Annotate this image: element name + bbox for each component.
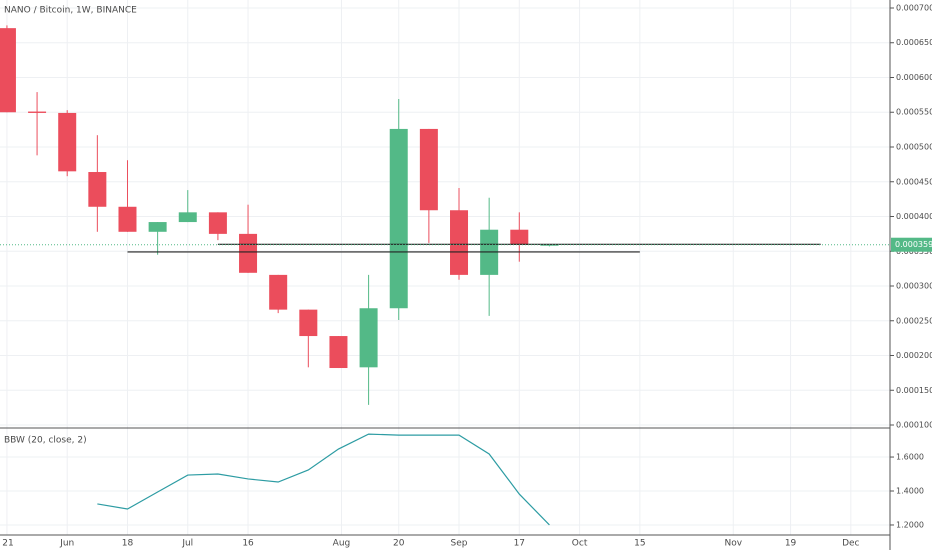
price-label-box [891,237,932,252]
x-tick-label: Dec [842,539,859,549]
x-tick-label: Aug [333,539,351,549]
candle-body [88,172,107,207]
x-tick-label: Oct [572,539,588,549]
indicator-title: BBW (20, close, 2) [4,436,87,446]
candle-body [419,128,438,211]
candle-body [178,212,197,223]
candle-body [148,222,167,232]
x-tick-label: Sep [451,539,468,549]
candle-body [269,274,288,310]
x-tick-label: 15 [634,539,645,549]
bbw-line [97,433,550,526]
candle-body [299,309,318,337]
candle-body [329,336,348,369]
candle-body [389,128,408,309]
x-tick-label: Nov [724,539,742,549]
x-tick-label: 19 [785,539,797,549]
candle-body [510,229,529,245]
x-tick-label: Jun [59,539,74,549]
candle-body [450,210,469,275]
candle-body [28,111,47,113]
chart-title: NANO / Bitcoin, 1W, BINANCE [4,6,137,16]
candle-body [239,233,258,273]
x-tick-label: Jul [181,539,193,549]
candle-body [359,308,378,368]
x-tick-label: 16 [242,539,254,549]
candle-body [58,112,77,172]
y-tick-label: 1.2000 [896,520,924,529]
x-tick-label: 20 [393,539,405,549]
x-tick-label: 21 [2,539,13,549]
candle-body [0,28,16,113]
price-label: 0.0003594 [895,240,932,249]
y-tick-label: 1.4000 [896,487,924,496]
x-tick-label: 17 [514,539,525,549]
candle-body [118,206,137,232]
y-tick-label: 1.6000 [896,453,924,462]
x-tick-label: 18 [122,539,134,549]
candle-body [208,212,227,234]
